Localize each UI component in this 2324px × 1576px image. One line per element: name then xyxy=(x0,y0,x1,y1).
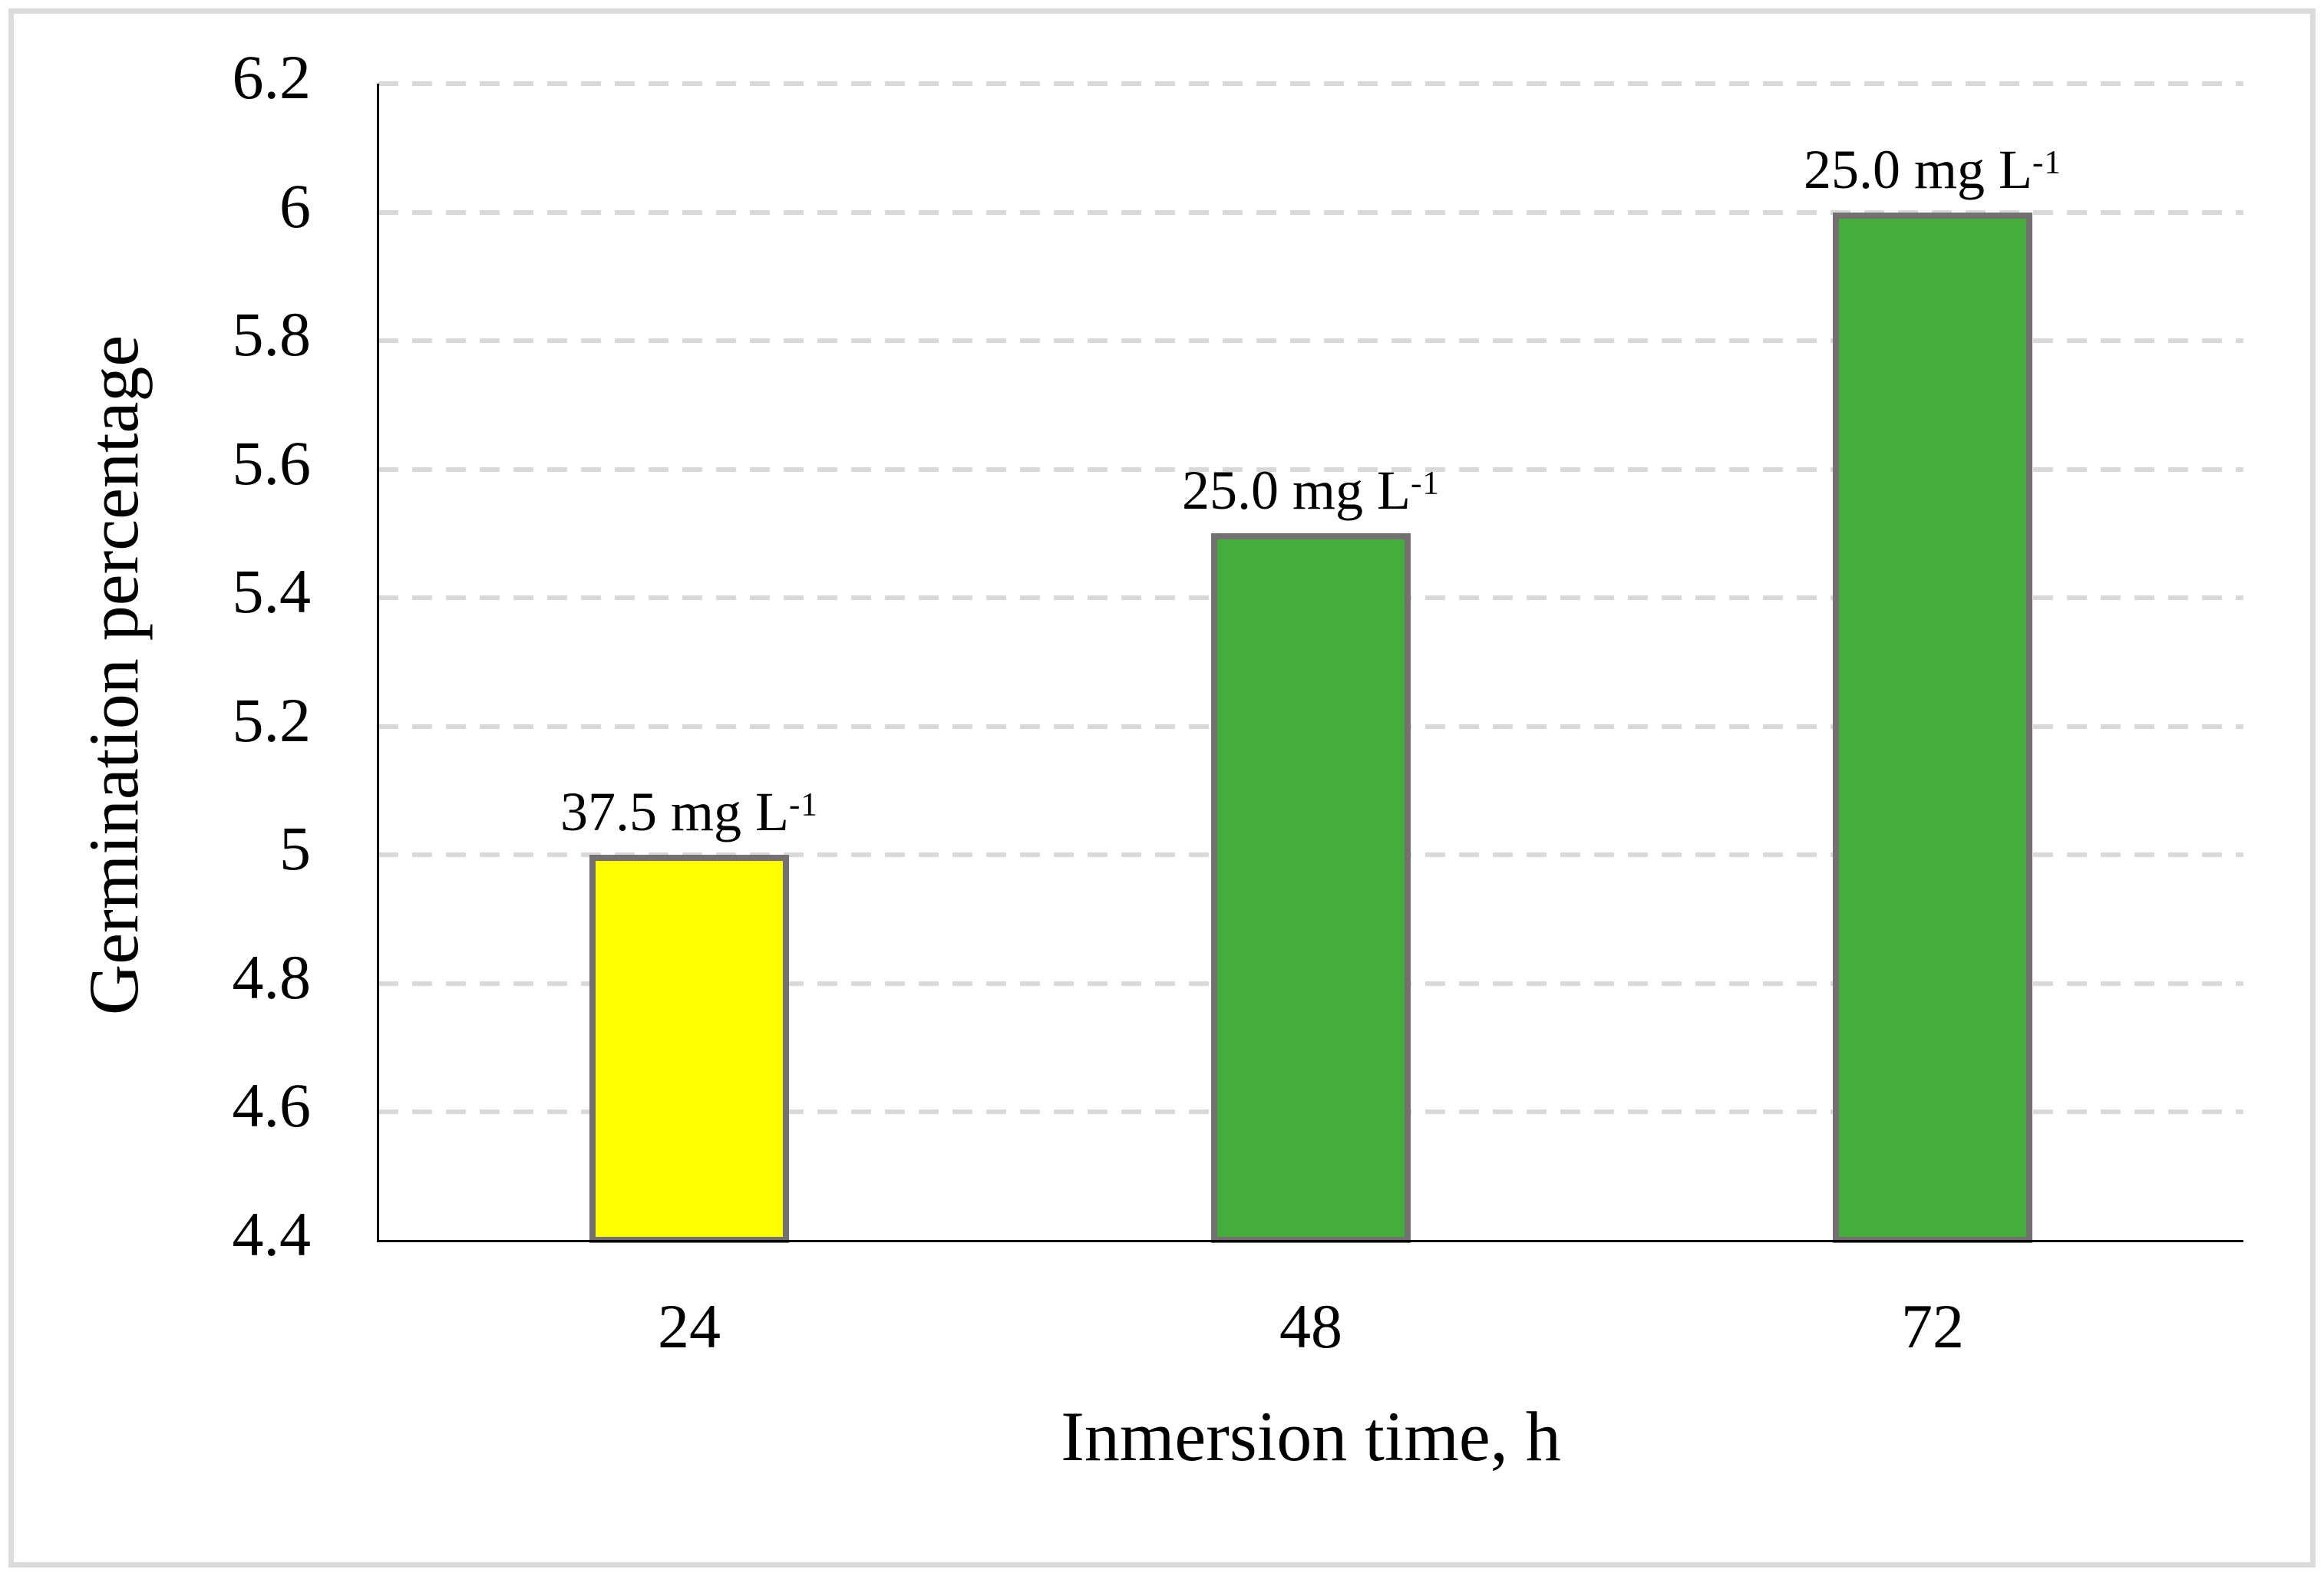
y-tick-label: 4.4 xyxy=(232,1199,312,1269)
y-tick-label: 5.4 xyxy=(232,556,312,626)
x-axis-title: Inmersion time, h xyxy=(1061,1397,1561,1475)
x-tick-label-72: 72 xyxy=(1901,1291,1964,1361)
x-tick-label-24: 24 xyxy=(658,1291,721,1361)
bar-value-label-exponent: -1 xyxy=(1411,465,1440,502)
y-tick-label: 6 xyxy=(279,171,311,241)
bar-72h xyxy=(1833,213,2032,1243)
gridline-y-5.8 xyxy=(378,338,2243,343)
bar-value-label: 37.5 mg L-1 xyxy=(459,784,919,839)
bar-24h xyxy=(589,855,789,1243)
bar-value-label-base: 25.0 mg L xyxy=(1804,139,2032,200)
y-axis-line xyxy=(377,84,379,1242)
y-tick-label: 5.6 xyxy=(232,428,312,498)
bar-value-label-exponent: -1 xyxy=(789,786,818,823)
y-tick-label: 4.6 xyxy=(232,1070,312,1140)
bar-value-label-exponent: -1 xyxy=(2032,144,2062,181)
x-tick-label-48: 48 xyxy=(1279,1291,1342,1361)
bar-value-label: 25.0 mg L-1 xyxy=(1081,463,1541,518)
gridline-y-6.2 xyxy=(378,81,2243,86)
x-axis-line xyxy=(378,1240,2243,1242)
gridline-y-6 xyxy=(378,210,2243,215)
y-tick-label: 5 xyxy=(279,813,311,883)
bar-value-label-base: 25.0 mg L xyxy=(1182,460,1411,521)
bar-value-label-base: 37.5 mg L xyxy=(560,781,789,842)
bar-48h xyxy=(1211,533,1411,1243)
y-tick-label: 4.8 xyxy=(232,942,312,1012)
bar-value-label: 25.0 mg L-1 xyxy=(1702,142,2163,197)
gridline-y-5.6 xyxy=(378,467,2243,472)
y-tick-label: 5.2 xyxy=(232,685,312,755)
y-tick-label: 5.8 xyxy=(232,299,312,369)
y-tick-label: 6.2 xyxy=(232,42,312,112)
